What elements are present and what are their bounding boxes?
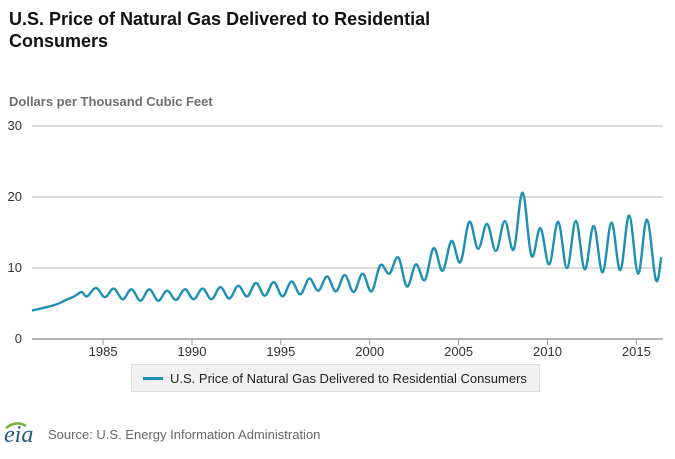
y-tick-label: 30 bbox=[8, 118, 22, 133]
legend-label: U.S. Price of Natural Gas Delivered to R… bbox=[170, 370, 527, 386]
x-tick-label: 2015 bbox=[622, 344, 651, 359]
y-tick-labels: 0 10 20 30 bbox=[8, 118, 22, 346]
y-axis-label: Dollars per Thousand Cubic Feet bbox=[9, 94, 213, 109]
footer: eia Source: U.S. Energy Information Admi… bbox=[4, 420, 320, 448]
gridlines bbox=[32, 125, 663, 340]
x-tick-label: 1995 bbox=[266, 344, 295, 359]
legend-swatch bbox=[143, 376, 163, 380]
x-tick-label: 2005 bbox=[444, 344, 473, 359]
chart-legend[interactable]: U.S. Price of Natural Gas Delivered to R… bbox=[131, 364, 540, 392]
x-tick-label: 2010 bbox=[533, 344, 562, 359]
eia-logo-icon[interactable]: eia bbox=[4, 420, 44, 448]
series-line[interactable] bbox=[31, 191, 663, 312]
y-tick-label: 10 bbox=[8, 260, 22, 275]
x-tick-labels: 1985 1990 1995 2000 2005 2010 2015 bbox=[89, 339, 651, 359]
x-tick-label: 1985 bbox=[89, 344, 118, 359]
y-tick-label: 0 bbox=[15, 331, 22, 346]
x-tick-label: 1990 bbox=[178, 344, 207, 359]
eia-logo-arc bbox=[5, 422, 27, 430]
series-layer bbox=[31, 191, 663, 312]
chart-title: U.S. Price of Natural Gas Delivered to R… bbox=[9, 9, 431, 51]
source-text: Source: U.S. Energy Information Administ… bbox=[48, 426, 321, 442]
y-tick-label: 20 bbox=[8, 189, 22, 204]
x-tick-label: 2000 bbox=[355, 344, 384, 359]
